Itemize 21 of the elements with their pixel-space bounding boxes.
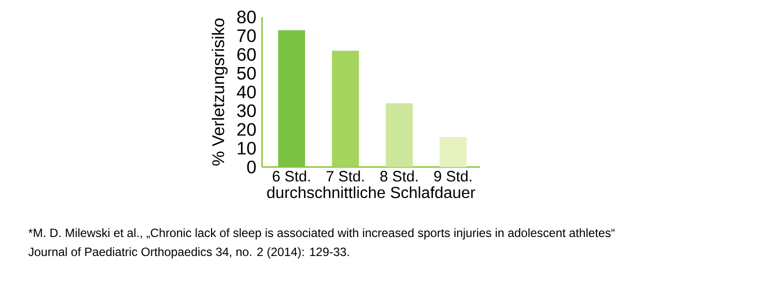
y-tick-label: 70	[237, 29, 256, 42]
text: *M. D. Milewski et al., „Chronic lack of sleep is associated with increased sports injuries in adolescent athletes“	[28, 228, 615, 240]
y-tick-label: 50	[237, 66, 256, 80]
x-axis-title: durchschnittliche Schlafdauer	[267, 186, 476, 198]
x-tick-label: 8 Std.	[380, 170, 418, 182]
bar	[440, 136, 467, 167]
y-tick-label: 40	[236, 86, 256, 98]
text: Journal of Paediatric Orthopaedics 34, no. 2 (2014): 129-33.	[28, 247, 349, 258]
y-tick-label: 0	[247, 160, 256, 174]
y-tick-label: 20	[237, 123, 256, 136]
x-tick-label: 7 Std.	[326, 170, 364, 182]
y-tick-label: 30	[237, 104, 256, 118]
y-tick-label: 10	[238, 142, 256, 155]
bar	[332, 50, 359, 167]
y-tick-label: 80	[237, 10, 256, 24]
bar	[386, 103, 413, 167]
y-axis-title: % Verletzungsrisiko	[212, 18, 228, 166]
x-tick-label: 6 Std.	[272, 170, 310, 182]
y-tick-label: 60	[237, 48, 256, 61]
bar	[278, 30, 306, 167]
x-tick-label: 9 Std.	[434, 170, 472, 182]
